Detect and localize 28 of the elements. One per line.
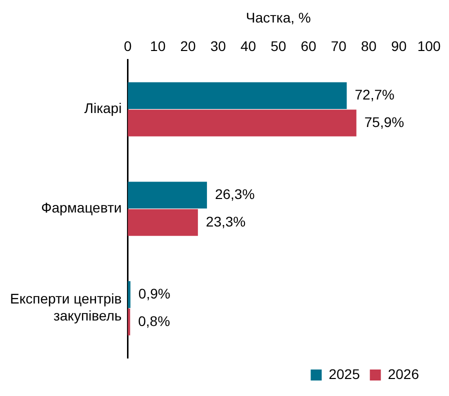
- data-label: 26,3%: [214, 186, 255, 202]
- x-tick-label: 60: [300, 38, 316, 54]
- data-label: 23,3%: [206, 213, 246, 230]
- bar: [128, 182, 207, 209]
- legend-label: 2026: [388, 366, 420, 382]
- x-tick-label: 20: [180, 38, 196, 54]
- x-tick-label: 90: [391, 38, 407, 54]
- data-label: 72,7%: [354, 86, 394, 103]
- y-tick-label: Експерти центрів закупівель: [10, 290, 122, 324]
- bar: [128, 281, 130, 308]
- x-tick-label: 100: [417, 38, 441, 54]
- bar: [128, 209, 198, 236]
- x-tick-label: 10: [150, 38, 166, 54]
- x-tick-label: 80: [360, 38, 377, 54]
- y-tick-label: Лікарі: [84, 100, 122, 116]
- x-tick-label: 70: [330, 38, 347, 54]
- bar: [128, 82, 347, 110]
- x-tick-label: 30: [210, 38, 226, 54]
- bar: [128, 110, 356, 136]
- x-tick-label: 0: [124, 38, 132, 54]
- data-label: 0,8%: [138, 312, 170, 329]
- x-tick-label: 40: [240, 38, 256, 54]
- data-label: 75,9%: [364, 114, 404, 130]
- data-label: 0,9%: [138, 285, 170, 302]
- y-tick-label: Фармацевти: [41, 200, 122, 216]
- x-axis-title: Частка, %: [246, 9, 311, 26]
- x-tick-label: 50: [270, 38, 286, 54]
- legend-label: 2025: [328, 366, 360, 382]
